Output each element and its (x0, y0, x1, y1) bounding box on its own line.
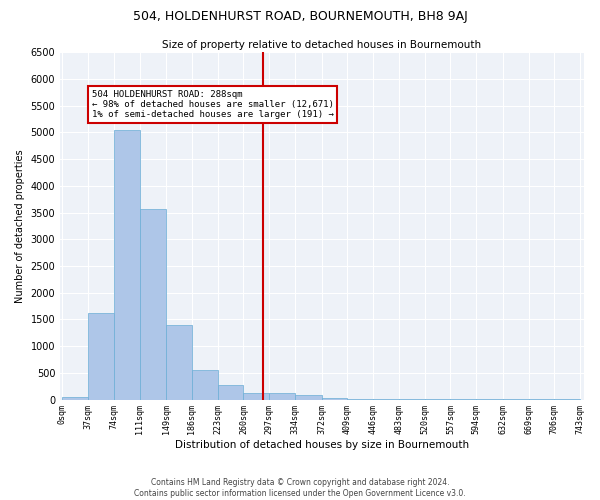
Bar (322, 398, 347, 400)
Text: 504, HOLDENHURST ROAD, BOURNEMOUTH, BH8 9AJ: 504, HOLDENHURST ROAD, BOURNEMOUTH, BH8 … (133, 10, 467, 23)
Bar (373, 399, 399, 400)
Bar (244, 393, 269, 400)
Bar (114, 130, 140, 400)
Bar (347, 399, 373, 400)
Bar (88, 313, 114, 400)
Bar (140, 210, 166, 400)
Bar (295, 396, 322, 400)
Bar (192, 370, 218, 400)
Bar (218, 385, 244, 400)
X-axis label: Distribution of detached houses by size in Bournemouth: Distribution of detached houses by size … (175, 440, 469, 450)
Title: Size of property relative to detached houses in Bournemouth: Size of property relative to detached ho… (163, 40, 481, 50)
Text: Contains HM Land Registry data © Crown copyright and database right 2024.
Contai: Contains HM Land Registry data © Crown c… (134, 478, 466, 498)
Y-axis label: Number of detached properties: Number of detached properties (15, 149, 25, 302)
Text: 504 HOLDENHURST ROAD: 288sqm
← 98% of detached houses are smaller (12,671)
1% of: 504 HOLDENHURST ROAD: 288sqm ← 98% of de… (92, 90, 334, 120)
Bar (269, 392, 295, 400)
Bar (62, 397, 88, 400)
Bar (166, 326, 192, 400)
